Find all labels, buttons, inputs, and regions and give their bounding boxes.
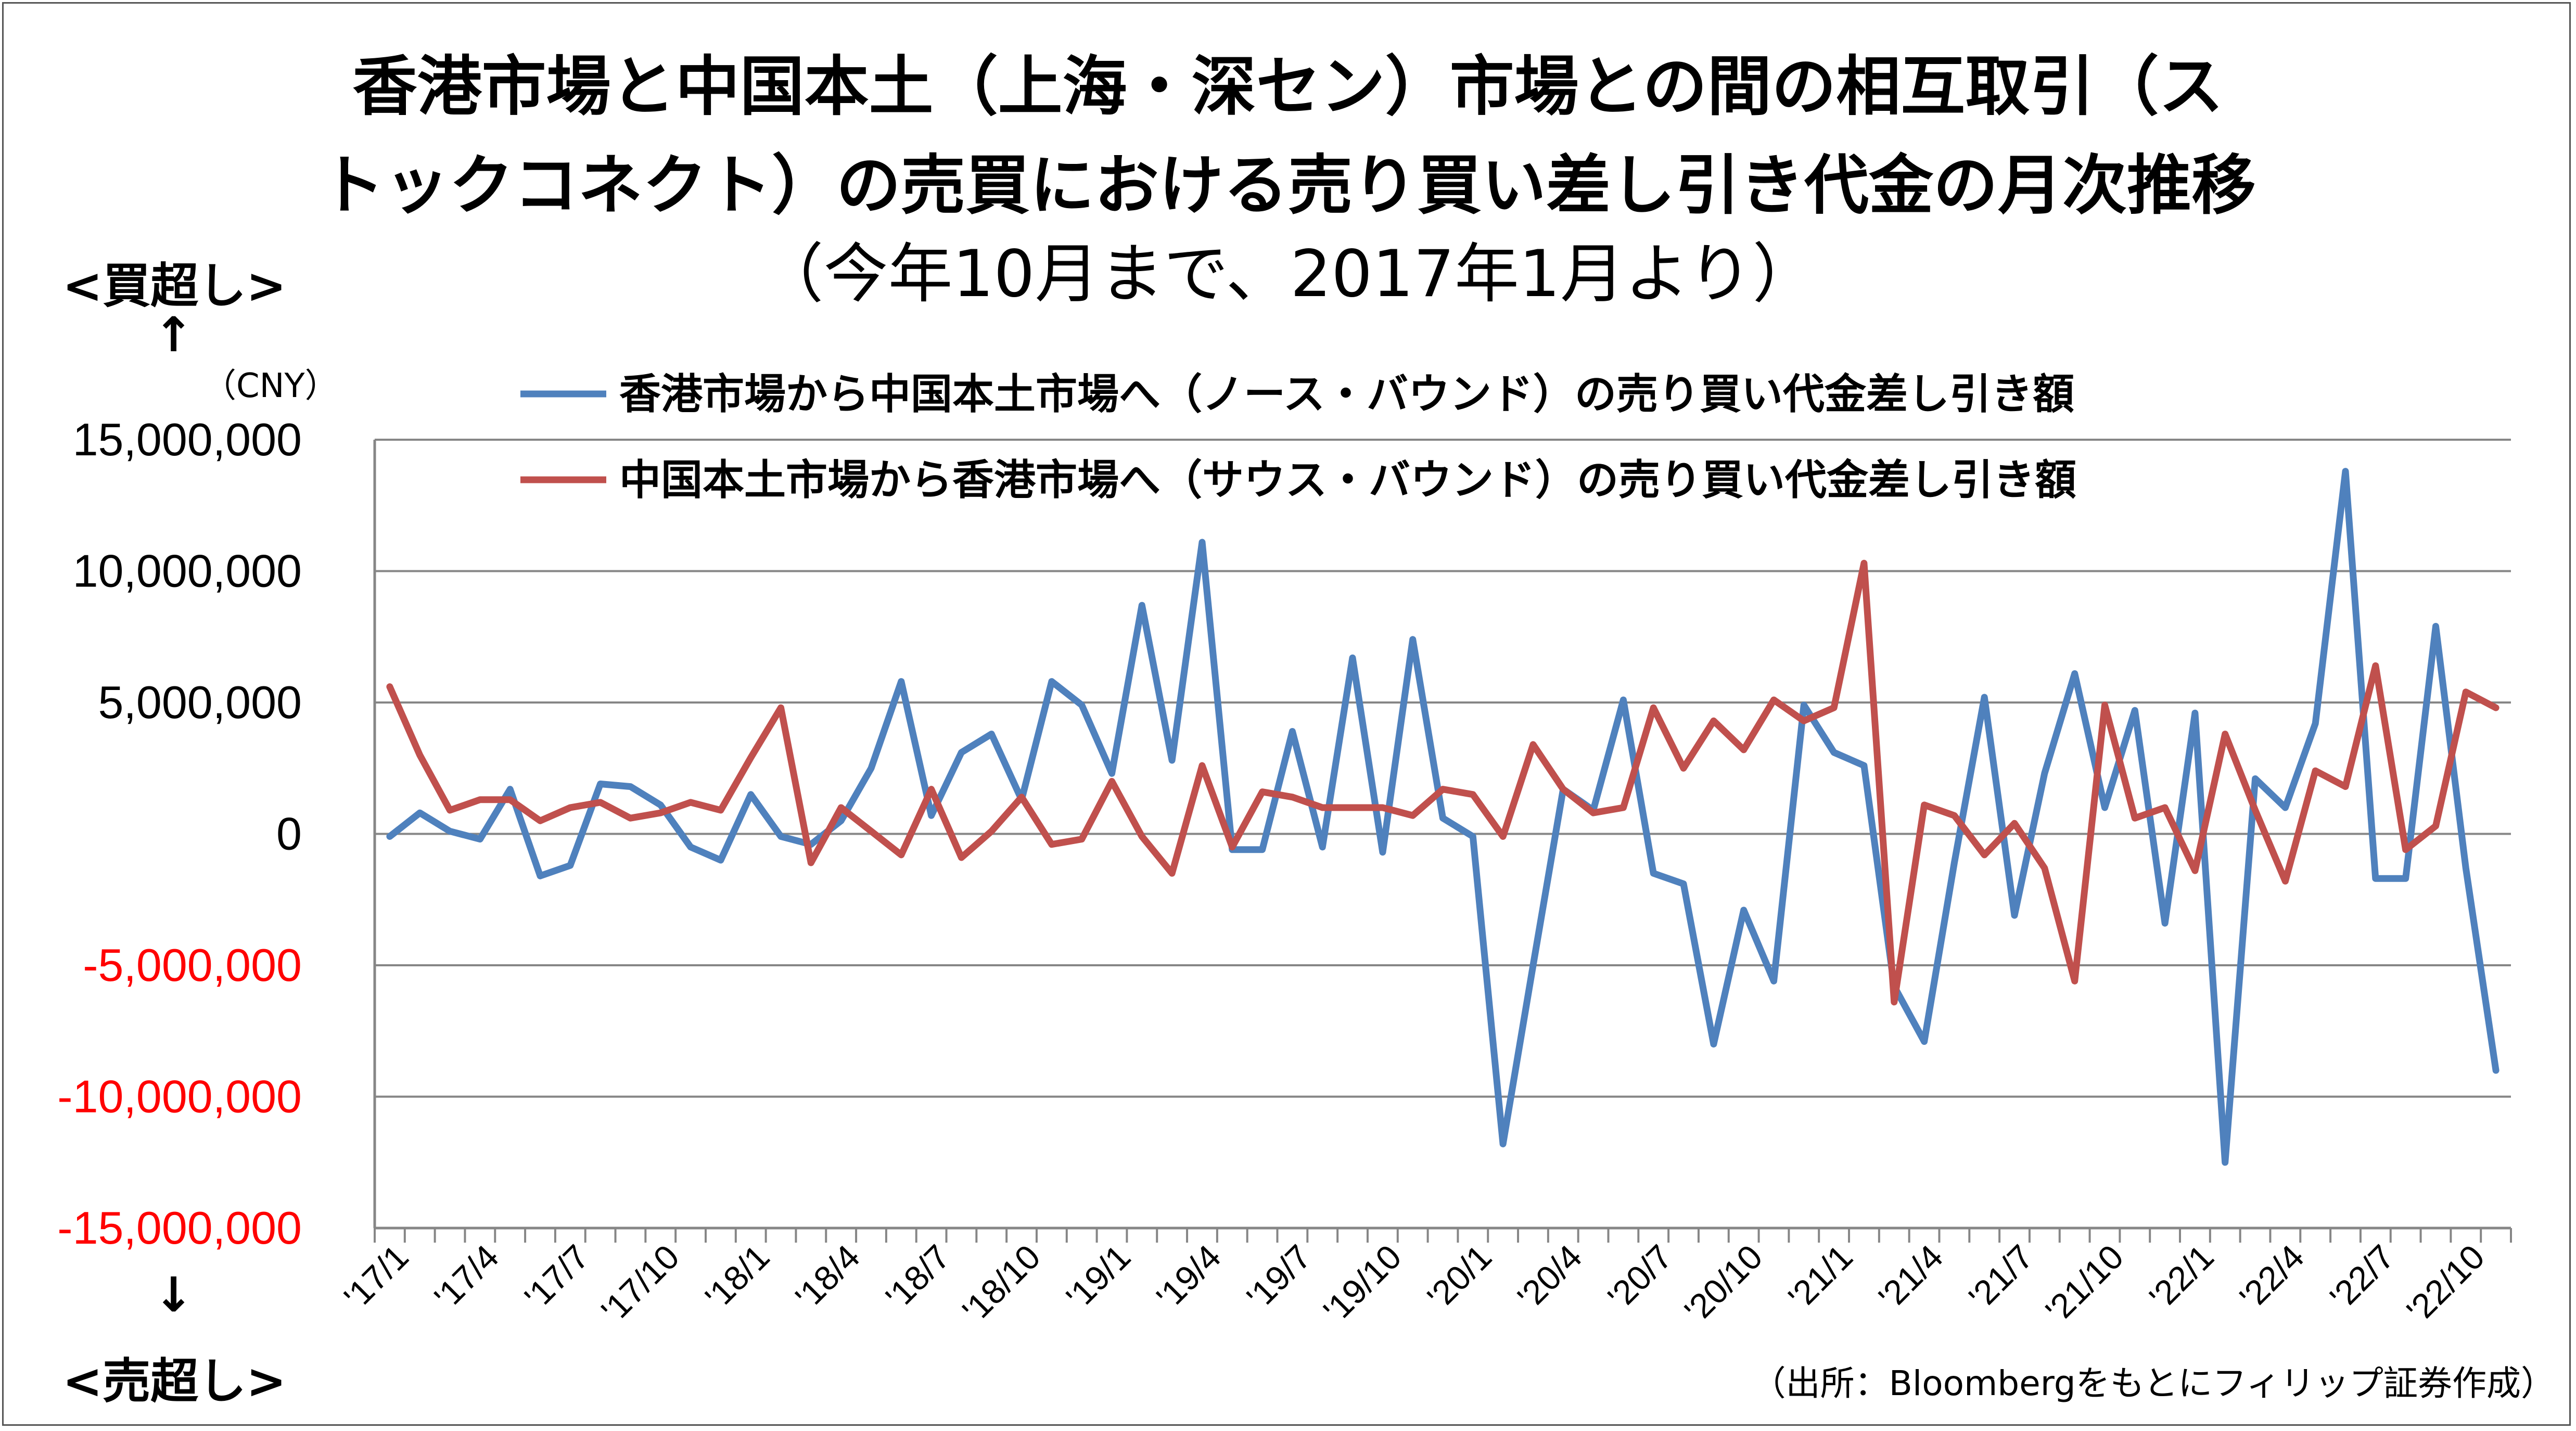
x-tick-label: '17/7 xyxy=(517,1237,596,1317)
x-tick-label: '20/4 xyxy=(1510,1237,1589,1317)
x-tick-label: '19/7 xyxy=(1239,1237,1318,1317)
y-tick-label: 15,000,000 xyxy=(73,414,302,465)
x-tick-label: '19/4 xyxy=(1149,1237,1228,1317)
chart-title-line-1: 香港市場と中国本土（上海・深セン）市場との間の相互取引（ス xyxy=(352,49,2224,124)
y-tick-label: 5,000,000 xyxy=(98,676,302,728)
x-tick-label: '19/1 xyxy=(1059,1237,1138,1317)
buy-over-label: <買超し> xyxy=(62,258,287,314)
x-tick-label: '20/1 xyxy=(1420,1237,1499,1317)
x-tick-label: '17/10 xyxy=(594,1237,686,1330)
x-tick-label: '18/4 xyxy=(788,1237,867,1317)
x-tick-label: '20/7 xyxy=(1600,1237,1679,1317)
x-tick-label: '21/7 xyxy=(1961,1237,2041,1317)
northbound-series-line xyxy=(386,468,2500,1166)
x-tick-label: '18/1 xyxy=(698,1237,777,1317)
x-tick-label: '22/7 xyxy=(2323,1237,2402,1317)
y-tick-label: -15,000,000 xyxy=(57,1202,302,1254)
x-tick-label: '21/1 xyxy=(1781,1237,1860,1317)
chart-title-line-3: （今年10月まで、2017年1月より） xyxy=(759,237,1817,312)
chart-title-line-2: トックコネクト）の売買における売り買い差し引き代金の月次推移 xyxy=(320,148,2256,223)
y-tick-label: 0 xyxy=(276,808,302,860)
y-tick-label: -10,000,000 xyxy=(57,1071,302,1122)
unit-label: （CNY） xyxy=(203,367,338,405)
legend-label: 香港市場から中国本土市場へ（ノース・バウンド）の売り買い代金差し引き額 xyxy=(619,370,2074,418)
legend-label: 中国本土市場から香港市場へ（サウス・バウンド）の売り買い代金差し引き額 xyxy=(619,456,2076,504)
x-tick-label: '22/1 xyxy=(2142,1237,2221,1317)
y-tick-label: 10,000,000 xyxy=(73,545,302,597)
x-tick-label: '21/10 xyxy=(2038,1237,2131,1330)
x-tick-label: '17/4 xyxy=(427,1237,506,1317)
southbound-series-line xyxy=(386,559,2500,1006)
x-tick-label: '20/10 xyxy=(1677,1237,1770,1330)
y-tick-label: -5,000,000 xyxy=(83,939,302,991)
x-tick-label: '18/7 xyxy=(878,1237,957,1317)
x-tick-label: '21/4 xyxy=(1871,1237,1950,1317)
down-arrow-icon: ↓ xyxy=(154,1267,194,1323)
x-tick-label: '22/4 xyxy=(2232,1237,2311,1317)
x-tick-label: '17/1 xyxy=(337,1237,416,1317)
x-tick-label: '18/10 xyxy=(955,1237,1048,1330)
source-note: （出所：Bloombergをもとにフィリップ証券作成） xyxy=(1751,1363,2555,1403)
x-tick-label: '19/10 xyxy=(1316,1237,1409,1330)
up-arrow-icon: ↑ xyxy=(154,307,194,363)
sell-over-label: <売超し> xyxy=(62,1353,287,1409)
x-tick-label: '22/10 xyxy=(2399,1237,2492,1330)
